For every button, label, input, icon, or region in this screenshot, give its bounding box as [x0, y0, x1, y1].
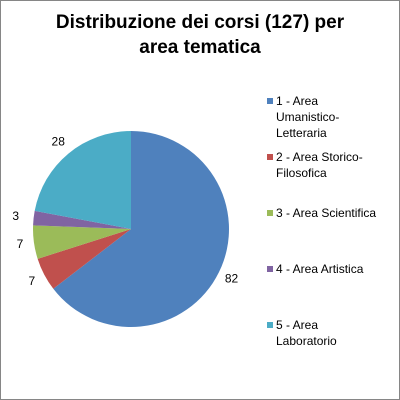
legend-swatch-2 [267, 154, 273, 160]
data-label-5: 28 [52, 134, 66, 148]
legend-label-5: 5 - Area Laboratorio [276, 317, 394, 349]
pie-slice-4 [33, 210, 131, 229]
legend-label-2-line-2: Filosofica [276, 166, 327, 180]
legend-label-2: 2 - Area Storico- Filosofica [276, 149, 394, 181]
pie-slice-2 [37, 229, 131, 289]
data-label-3: 7 [17, 237, 24, 251]
data-label-4: 3 [12, 209, 19, 223]
data-label-2: 7 [28, 274, 35, 288]
legend-label-5-line-2: Laboratorio [276, 334, 337, 348]
legend-label-1-line-2: Umanistico- [276, 110, 340, 124]
chart-title: Distribuzione dei corsi (127) per area t… [11, 10, 389, 60]
legend-label-3: 3 - Area Scientifica [276, 205, 394, 221]
legend-label-1-line-3: Letteraria [276, 126, 327, 140]
legend-label-1-line-1: 1 - Area [276, 94, 319, 108]
legend-swatch-4 [267, 266, 273, 272]
legend-label-1: 1 - Area Umanistico- Letteraria [276, 93, 394, 141]
pie-slice-5 [34, 131, 131, 229]
legend-label-3-line-1: 3 - Area Scientifica [276, 206, 377, 220]
pie-slice-3 [33, 225, 132, 259]
pie-slice-1 [53, 131, 229, 328]
legend-swatch-5 [267, 322, 273, 328]
data-label-1: 82 [225, 272, 239, 286]
legend-swatch-3 [267, 210, 273, 216]
legend-label-2-line-1: 2 - Area Storico- [276, 150, 363, 164]
legend-swatch-1 [267, 98, 273, 104]
legend-label-4: 4 - Area Artistica [276, 261, 394, 277]
legend-label-4-line-1: 4 - Area Artistica [276, 262, 364, 276]
legend-label-5-line-1: 5 - Area [276, 318, 319, 332]
chart-title-line-2: area tematica [139, 37, 261, 58]
chart-title-line-1: Distribuzione dei corsi (127) per [55, 12, 345, 33]
